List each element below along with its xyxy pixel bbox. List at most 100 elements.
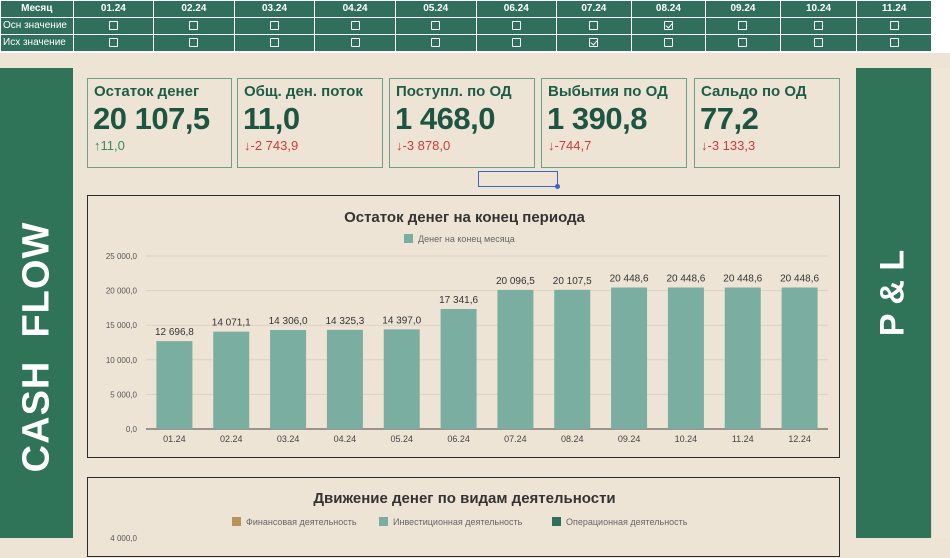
bar-09.24 bbox=[611, 287, 648, 429]
legend-label: Инвестиционная деятельность bbox=[393, 517, 523, 527]
month-checkbox[interactable] bbox=[189, 37, 199, 47]
bar-11.24 bbox=[724, 287, 761, 429]
data-label: 20 448,6 bbox=[666, 273, 705, 284]
chart-title: Движение денег по видам деятельности bbox=[313, 490, 615, 507]
month-checkbox[interactable] bbox=[431, 20, 441, 30]
kpi-delta-value: -2 743,9 bbox=[250, 138, 299, 153]
data-label: 20 096,5 bbox=[496, 276, 535, 287]
legend-swatch bbox=[379, 517, 388, 526]
checkbox-cell bbox=[856, 34, 932, 52]
month-header-07.24: 07.24 bbox=[556, 0, 632, 18]
checkbox-cell bbox=[153, 34, 235, 52]
legend-swatch bbox=[232, 517, 241, 526]
bar-08.24 bbox=[554, 289, 591, 429]
month-checkbox[interactable] bbox=[108, 37, 118, 47]
kpi-delta: ↓-2 743,9 bbox=[244, 138, 298, 153]
chart-title: Остаток денег на конец периода bbox=[344, 209, 585, 226]
month-checkbox[interactable] bbox=[511, 37, 521, 47]
kpi-delta-value: 11,0 bbox=[100, 138, 125, 153]
pl-band[interactable]: P & L bbox=[856, 68, 931, 538]
selection-box[interactable] bbox=[478, 171, 560, 189]
month-checkbox[interactable] bbox=[511, 20, 521, 30]
month-checkbox[interactable] bbox=[189, 20, 199, 30]
x-tick-label: 11.24 bbox=[732, 434, 754, 444]
kpi-value: 11,0 bbox=[243, 101, 300, 136]
month-checkbox[interactable] bbox=[350, 37, 360, 47]
checkbox-cell bbox=[556, 17, 632, 35]
x-tick-label: 04.24 bbox=[334, 434, 357, 444]
resize-handle[interactable] bbox=[555, 184, 560, 189]
legend-label: Финансовая деятельность bbox=[246, 517, 357, 527]
legend-label: Операционная деятельность bbox=[566, 517, 688, 527]
y-tick-label: 0,0 bbox=[126, 425, 138, 434]
kpi-operating-inflows: Поступл. по ОД 1 468,0 ↓-3 878,0 bbox=[389, 78, 535, 168]
data-label: 20 448,6 bbox=[780, 273, 819, 284]
arrow-down-icon: ↓ bbox=[548, 138, 555, 153]
legend-label: Денег на конец месяца bbox=[418, 234, 515, 244]
next-page-edge bbox=[931, 68, 950, 538]
data-label: 14 325,3 bbox=[325, 316, 364, 327]
month-checkbox[interactable] bbox=[663, 37, 673, 47]
checkbox-cell bbox=[394, 34, 477, 52]
x-tick-label: 12.24 bbox=[788, 434, 811, 444]
activity-flow-chart-svg: Движение денег по видам деятельности Фина… bbox=[110, 490, 688, 543]
month-checkbox[interactable] bbox=[270, 20, 280, 30]
month-checkbox[interactable] bbox=[889, 20, 899, 30]
month-checkbox[interactable] bbox=[738, 20, 748, 30]
checkbox-cell bbox=[314, 17, 396, 35]
kpi-delta-value: -3 133,3 bbox=[707, 138, 756, 153]
checkbox-cell bbox=[233, 34, 316, 52]
month-checkbox[interactable] bbox=[108, 20, 118, 30]
data-label: 14 306,0 bbox=[269, 316, 308, 327]
data-label: 20 448,6 bbox=[610, 273, 649, 284]
kpi-cash-balance: Остаток денег 20 107,5 ↑11,0 bbox=[87, 78, 232, 168]
bar-10.24 bbox=[667, 287, 704, 429]
month-checkbox[interactable] bbox=[350, 20, 360, 30]
checkbox-cell bbox=[475, 34, 558, 52]
x-tick-label: 10.24 bbox=[675, 434, 698, 444]
kpi-title: Сальдо по ОД bbox=[701, 83, 807, 100]
kpi-operating-balance: Сальдо по ОД 77,2 ↓-3 133,3 bbox=[694, 78, 840, 168]
checkbox-cell bbox=[153, 17, 235, 35]
x-tick-label: 01.24 bbox=[163, 434, 186, 444]
base-value-label: Осн значение bbox=[0, 17, 74, 35]
y-tick-label: 15 000,0 bbox=[106, 321, 138, 330]
kpi-value: 1 390,8 bbox=[547, 101, 647, 136]
arrow-down-icon: ↓ bbox=[244, 138, 251, 153]
kpi-total-cash-flow: Общ. ден. поток 11,0 ↓-2 743,9 bbox=[237, 78, 383, 168]
month-checkbox[interactable] bbox=[663, 20, 673, 30]
arrow-up-icon: ↑ bbox=[94, 138, 101, 153]
data-label: 20 107,5 bbox=[553, 276, 592, 287]
month-checkbox[interactable] bbox=[738, 37, 748, 47]
base-value-row: Осн значение bbox=[0, 17, 932, 35]
kpi-delta: ↑11,0 bbox=[94, 138, 125, 153]
kpi-delta: ↓-3 878,0 bbox=[396, 138, 450, 153]
month-checkbox[interactable] bbox=[431, 37, 441, 47]
month-checkbox[interactable] bbox=[270, 37, 280, 47]
month-checkbox[interactable] bbox=[889, 37, 899, 47]
data-label: 14 397,0 bbox=[382, 315, 421, 326]
kpi-title: Общ. ден. поток bbox=[244, 83, 363, 100]
activity-flow-chart: Движение денег по видам деятельности Фина… bbox=[87, 477, 840, 557]
bar-04.24 bbox=[326, 329, 363, 429]
checkbox-cell bbox=[705, 17, 781, 35]
checkbox-cell bbox=[72, 34, 155, 52]
month-checkbox[interactable] bbox=[589, 20, 599, 30]
month-checkbox[interactable] bbox=[589, 37, 599, 47]
kpi-delta-value: -3 878,0 bbox=[402, 138, 451, 153]
data-label: 12 696,8 bbox=[155, 327, 194, 338]
period-filter-grid: Месяц 01.24 02.24 03.24 04.24 05.24 06.24 07.2… bbox=[0, 0, 950, 53]
data-label: 14 071,1 bbox=[212, 318, 251, 329]
kpi-value: 20 107,5 bbox=[93, 101, 210, 136]
month-header-03.24: 03.24 bbox=[233, 0, 316, 18]
checkbox-cell bbox=[630, 17, 707, 35]
arrow-down-icon: ↓ bbox=[396, 138, 403, 153]
checkbox-cell bbox=[475, 17, 558, 35]
month-header-11.24: 11.24 bbox=[856, 0, 932, 18]
checkbox-cell bbox=[856, 17, 932, 35]
month-checkbox[interactable] bbox=[814, 20, 824, 30]
kpi-title: Поступл. по ОД bbox=[396, 83, 512, 100]
month-checkbox[interactable] bbox=[814, 37, 824, 47]
bar-01.24 bbox=[156, 341, 193, 429]
legend-swatch bbox=[552, 517, 561, 526]
